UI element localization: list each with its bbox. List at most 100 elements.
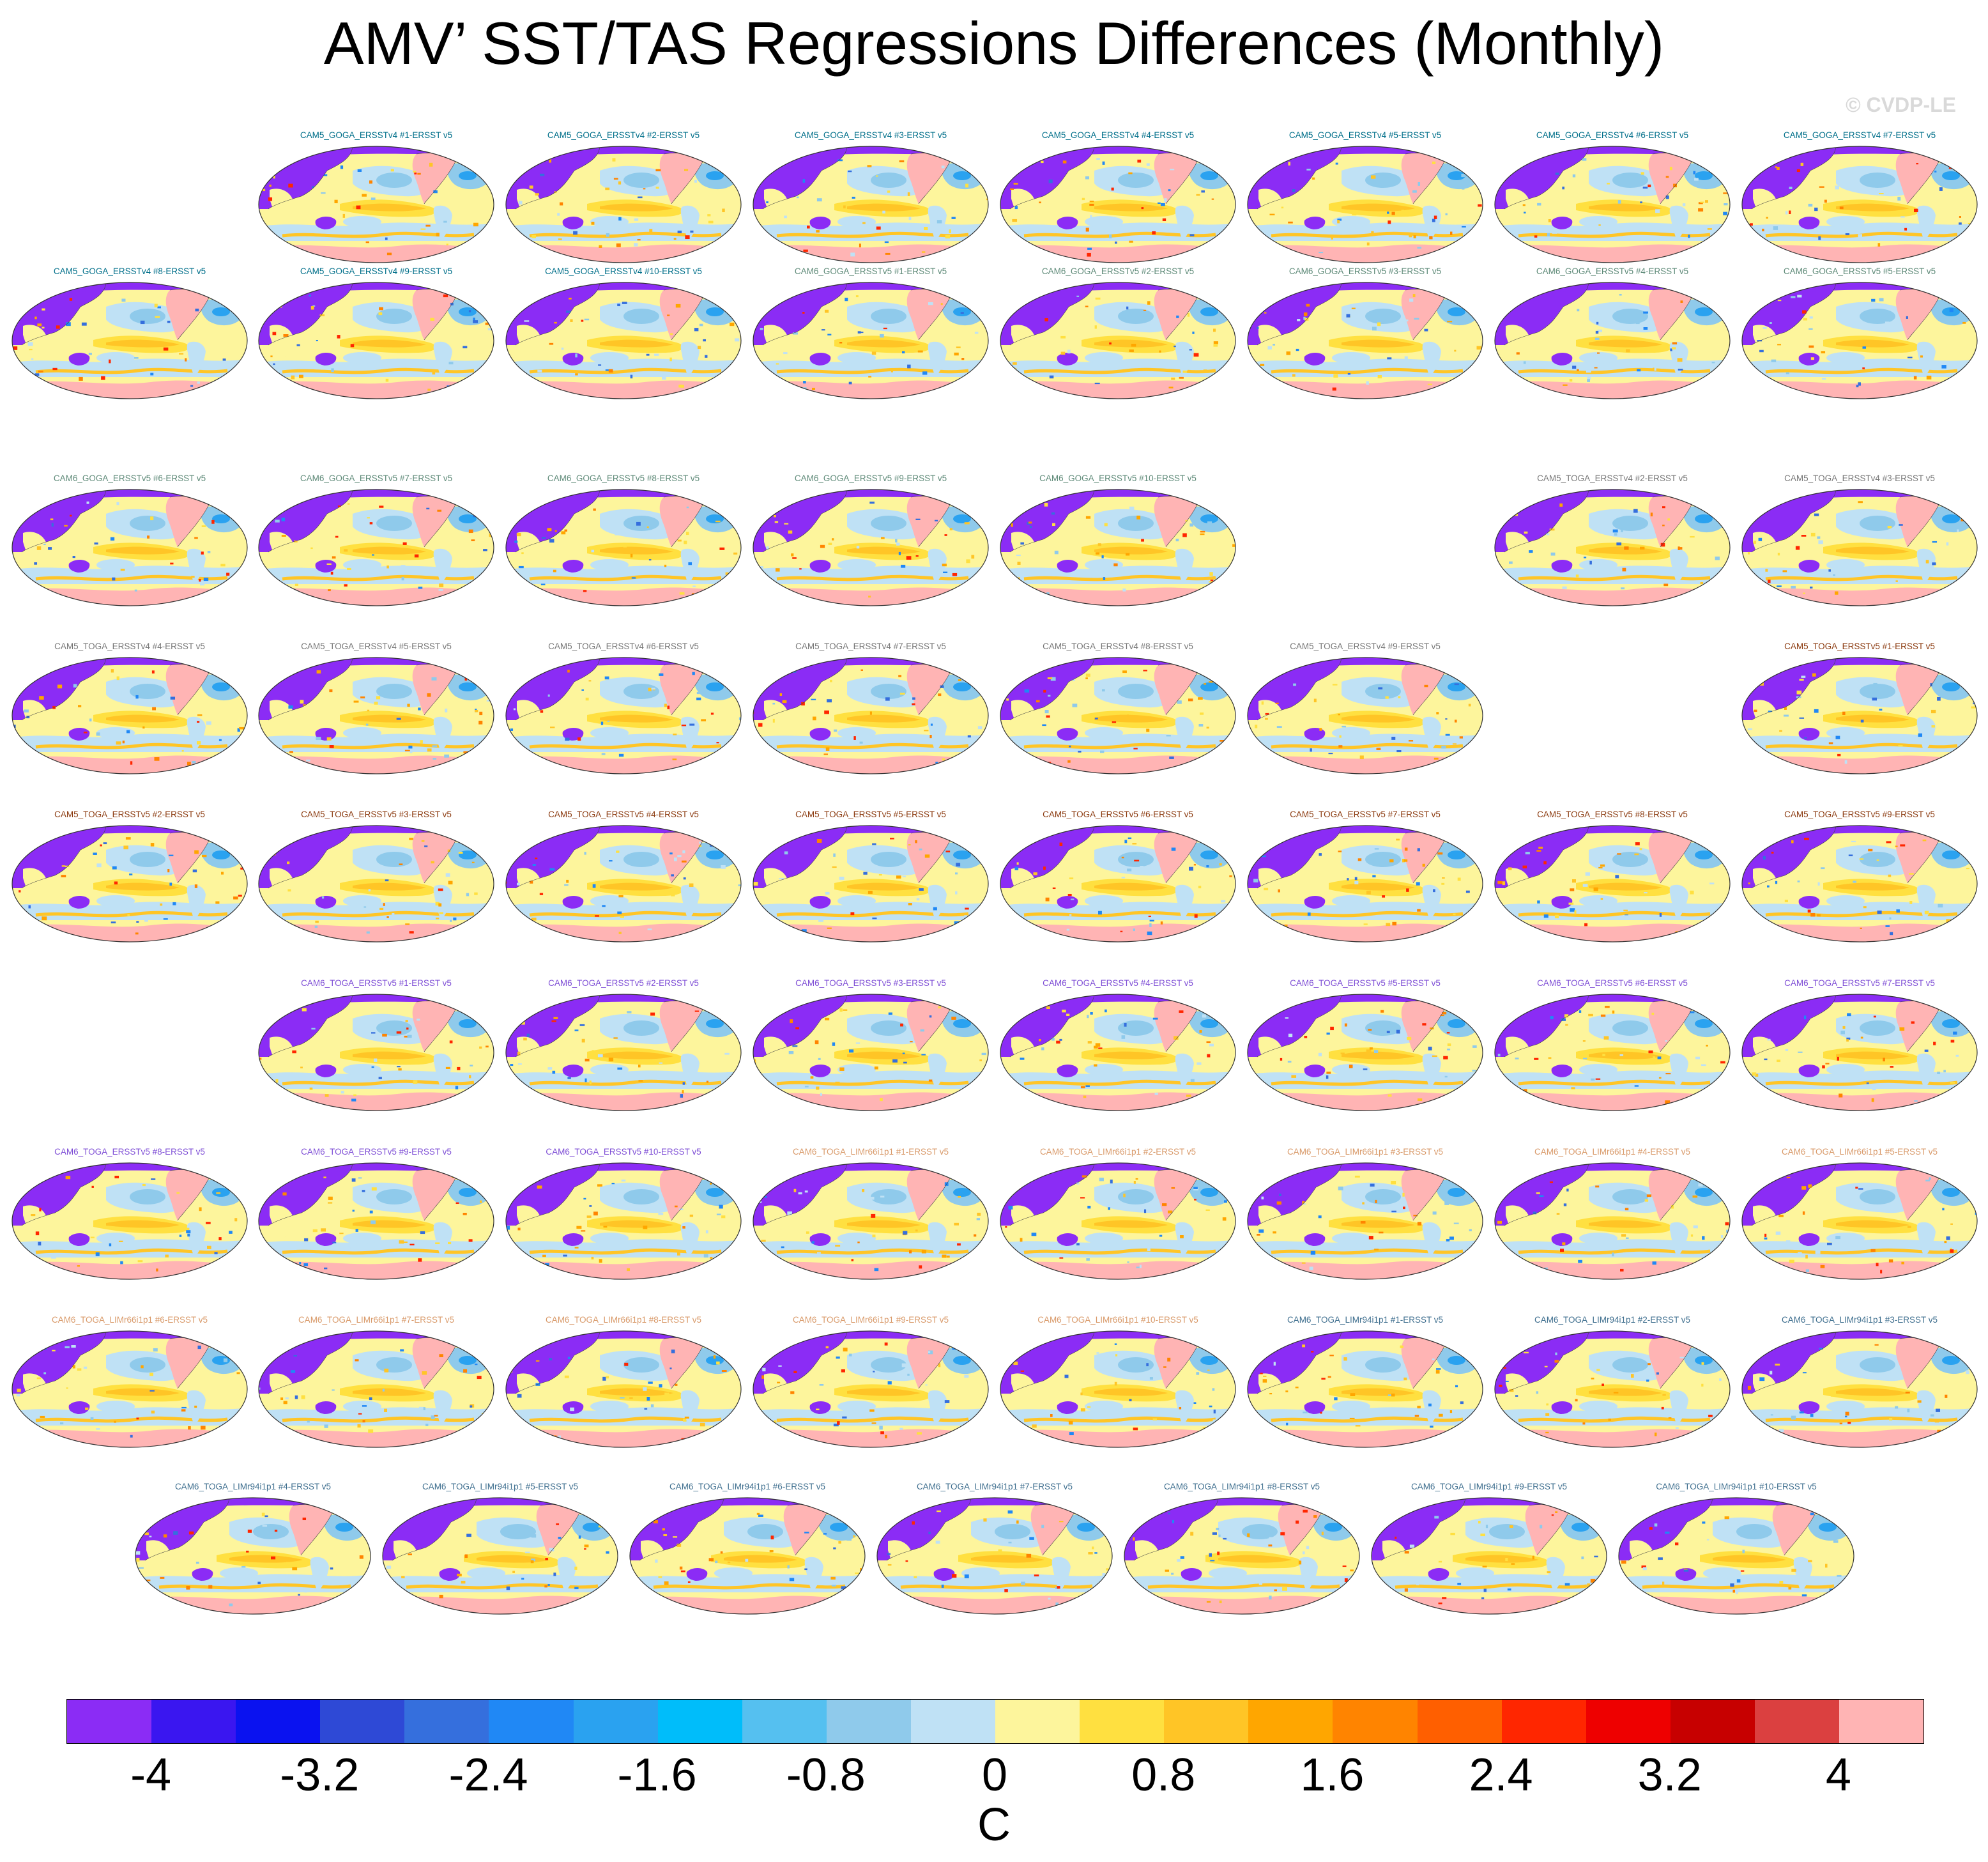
field-cell bbox=[405, 923, 410, 925]
map-panel: CAM5_TOGA_ERSSTv4 #9-ERSST v5 bbox=[1246, 642, 1485, 776]
field-cell bbox=[1898, 745, 1903, 747]
field-cell bbox=[673, 734, 677, 735]
field-cell bbox=[1417, 909, 1421, 912]
map-panel: CAM5_TOGA_ERSSTv4 #5-ERSST v5 bbox=[257, 642, 496, 776]
south-america-land bbox=[187, 341, 206, 377]
field-cell bbox=[807, 226, 810, 229]
field-cell bbox=[818, 1058, 821, 1060]
world-map bbox=[1741, 825, 1978, 943]
field-cell bbox=[653, 1520, 658, 1524]
field-cell bbox=[1388, 1094, 1392, 1097]
field-cell bbox=[1152, 1017, 1158, 1020]
field-cell bbox=[576, 1226, 582, 1229]
field-cell bbox=[1343, 1357, 1347, 1361]
field-cell bbox=[1522, 204, 1525, 206]
field-cell bbox=[795, 1027, 799, 1029]
field-cell bbox=[1391, 737, 1396, 740]
map-panel: CAM5_GOGA_ERSSTv4 #10-ERSST v5 bbox=[504, 267, 743, 401]
field-cell bbox=[1168, 189, 1171, 192]
world-map bbox=[505, 657, 742, 774]
field-na-core bbox=[706, 1188, 724, 1197]
field-cell bbox=[1653, 1056, 1656, 1058]
field-cell bbox=[325, 1094, 329, 1097]
greenland-land bbox=[952, 1335, 972, 1350]
field-cell bbox=[1817, 882, 1820, 886]
field-cell bbox=[1745, 169, 1748, 173]
field-cell bbox=[1978, 164, 1979, 167]
field-cell bbox=[540, 583, 546, 585]
field-cell bbox=[424, 845, 428, 847]
field-streak bbox=[1518, 1248, 1711, 1255]
field-cell bbox=[745, 1558, 749, 1562]
australia-land bbox=[809, 896, 831, 909]
field-cell bbox=[917, 350, 923, 353]
field-south-pacific bbox=[1085, 352, 1123, 364]
world-map bbox=[1247, 994, 1483, 1111]
field-cell bbox=[305, 1101, 308, 1104]
colorbar-segment bbox=[1670, 1700, 1755, 1743]
field-np-core bbox=[871, 1189, 906, 1204]
field-cell bbox=[1497, 1054, 1501, 1057]
watermark: © CVDP-LE bbox=[1846, 93, 1956, 116]
field-cell bbox=[984, 858, 988, 860]
field-cell bbox=[1269, 1596, 1272, 1600]
field-cell bbox=[1480, 679, 1482, 684]
field-cell bbox=[1478, 678, 1482, 682]
field-cell bbox=[584, 1548, 586, 1550]
field-cell bbox=[1724, 203, 1728, 206]
field-cell bbox=[901, 305, 905, 307]
field-cell bbox=[843, 205, 846, 209]
field-cell bbox=[922, 371, 928, 375]
map-field bbox=[1742, 1163, 1977, 1279]
map-field bbox=[259, 489, 494, 606]
field-cell bbox=[1682, 203, 1686, 206]
field-tropical-core bbox=[600, 203, 673, 212]
coastline bbox=[268, 146, 353, 210]
north-america-land bbox=[1895, 832, 1939, 883]
field-cell bbox=[1233, 1400, 1235, 1404]
field-cell bbox=[1845, 1415, 1847, 1418]
field-cell bbox=[52, 908, 56, 912]
field-cell bbox=[1791, 1569, 1796, 1572]
field-cell bbox=[653, 1396, 657, 1399]
field-cell bbox=[848, 381, 852, 385]
field-cell bbox=[1124, 840, 1128, 843]
field-cell bbox=[699, 842, 701, 844]
north-america-land bbox=[1154, 496, 1198, 547]
map-border bbox=[629, 1497, 866, 1615]
field-cell bbox=[956, 346, 961, 348]
field-cell bbox=[299, 374, 303, 378]
field-tropical-core bbox=[1342, 1051, 1415, 1059]
field-cell bbox=[1223, 1426, 1228, 1429]
field-cell bbox=[1762, 327, 1767, 329]
field-cell bbox=[1288, 1033, 1293, 1038]
africa-land bbox=[270, 700, 294, 735]
field-cell bbox=[1159, 350, 1161, 353]
field-cell bbox=[1691, 1268, 1695, 1272]
colorbar-segment bbox=[1501, 1700, 1586, 1743]
field-cell bbox=[1692, 1412, 1695, 1417]
field-cell bbox=[1495, 1014, 1497, 1017]
field-cell bbox=[1130, 1603, 1135, 1604]
map-field bbox=[1000, 658, 1235, 774]
field-cell bbox=[569, 297, 572, 300]
field-cell bbox=[938, 693, 942, 696]
field-cell bbox=[111, 669, 114, 673]
map-field bbox=[630, 1498, 865, 1614]
field-cell bbox=[1016, 1520, 1019, 1524]
field-cell bbox=[1723, 192, 1727, 194]
map-border bbox=[1247, 825, 1483, 943]
field-cell bbox=[1853, 881, 1856, 883]
field-cell bbox=[386, 252, 392, 256]
field-cell bbox=[1036, 700, 1040, 703]
map-border bbox=[258, 146, 494, 263]
field-cell bbox=[130, 761, 133, 765]
field-cell bbox=[1407, 1036, 1412, 1040]
field-cell bbox=[1860, 719, 1864, 723]
coastline bbox=[1751, 826, 1837, 889]
field-np-core bbox=[1118, 173, 1154, 188]
field-cell bbox=[1048, 1597, 1051, 1600]
field-cell bbox=[762, 1082, 767, 1086]
map-field bbox=[259, 282, 494, 399]
field-cell bbox=[83, 1366, 88, 1369]
